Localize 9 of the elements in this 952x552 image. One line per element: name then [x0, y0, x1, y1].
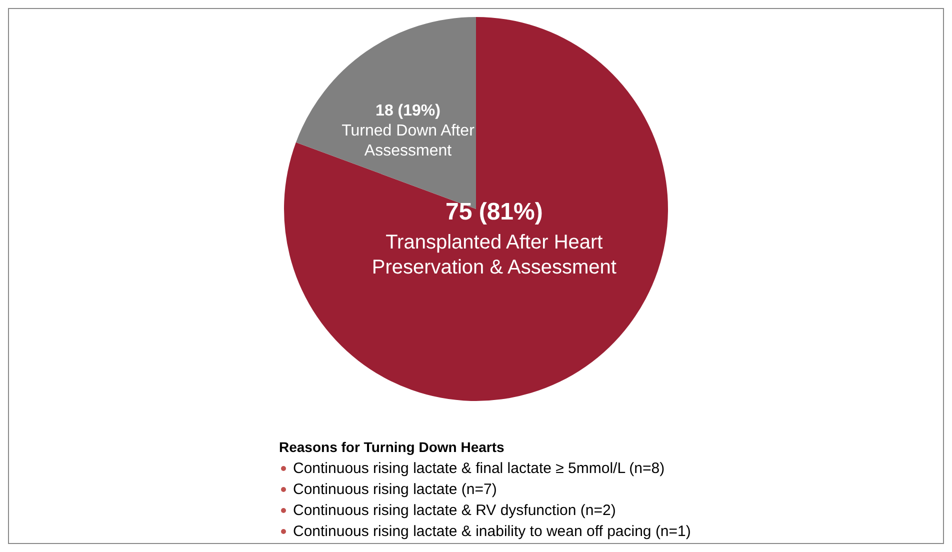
data-label: 75 (81%) — [445, 198, 543, 226]
text: Continuous rising lactate (n=7) — [293, 481, 497, 498]
slice-label: Turned Down After Assessment — [342, 122, 476, 160]
text: Continuous rising lactate & inability to wean off pacing (n=1) — [293, 523, 691, 540]
text: Continuous rising lactate & final lactate ≥ 5mmol/L (n=8) — [293, 460, 665, 477]
text: Reasons for Turning Down Hearts — [279, 439, 506, 455]
data-label: 18 (19%) — [376, 102, 440, 120]
text: Continuous rising lactate & RV dysfunction (n=2) — [293, 502, 616, 519]
slice-label: Transplanted After Heart Preservation & Assessment — [372, 231, 617, 278]
